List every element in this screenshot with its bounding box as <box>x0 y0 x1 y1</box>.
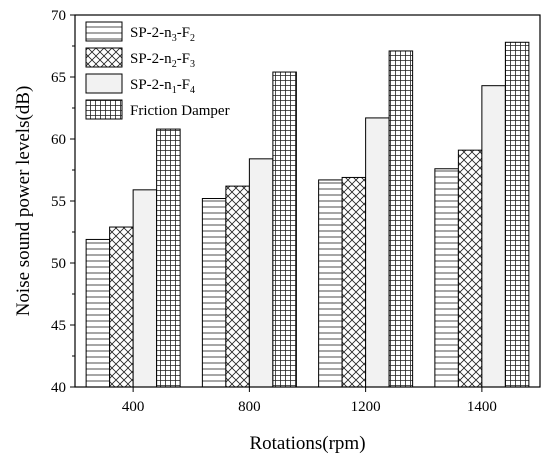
x-tick-label: 800 <box>238 399 261 415</box>
bar-3-1400 <box>481 85 506 388</box>
bar-3-800 <box>248 158 274 388</box>
bar-2-800 <box>225 185 250 388</box>
y-tick-label: 55 <box>51 194 66 210</box>
legend-label-3: SP-2-n1-F4 <box>130 77 195 96</box>
y-tick-label: 65 <box>51 70 66 86</box>
bar-4-1200 <box>388 50 414 388</box>
bar-1-800 <box>201 198 227 388</box>
bar-2-400 <box>109 226 134 388</box>
bar-1-1400 <box>434 168 459 388</box>
legend-label-4: Friction Damper <box>130 103 230 119</box>
x-axis: 400 800 1200 1400 <box>122 387 497 415</box>
legend-swatch-4 <box>85 99 123 120</box>
bar-4-1400 <box>504 41 530 388</box>
legend-swatch-2 <box>85 47 123 68</box>
legend-label-1: SP-2-n3-F2 <box>130 25 195 44</box>
x-tick-label: 1400 <box>467 399 497 415</box>
bar-3-1200 <box>365 117 390 388</box>
bar-1-1200 <box>318 179 343 388</box>
legend-swatch-1 <box>85 21 123 42</box>
bar-2-1200 <box>341 176 367 388</box>
bar-3-400 <box>132 189 158 388</box>
legend-label-2: SP-2-n2-F3 <box>130 51 195 70</box>
bar-1-400 <box>85 238 111 388</box>
y-axis: 40 45 50 55 60 65 70 <box>51 8 75 396</box>
bars-group <box>85 41 530 388</box>
legend: SP-2-n3-F2 SP-2-n2-F3 SP-2-n1-F4 Friction D… <box>85 21 230 120</box>
legend-swatch-3 <box>85 73 123 94</box>
bar-4-400 <box>156 128 181 388</box>
x-axis-title: Rotations(rpm) <box>249 433 365 454</box>
y-axis-title: Noise sound power levels(dB) <box>13 86 34 317</box>
y-tick-label: 50 <box>51 256 66 272</box>
x-tick-label: 1200 <box>351 399 381 415</box>
y-tick-label: 70 <box>51 8 66 24</box>
y-tick-label: 60 <box>51 132 66 148</box>
y-tick-label: 45 <box>51 318 66 334</box>
x-tick-label: 400 <box>122 399 145 415</box>
bar-4-800 <box>272 71 297 388</box>
y-tick-label: 40 <box>51 380 66 396</box>
bar-2-1400 <box>457 149 483 388</box>
